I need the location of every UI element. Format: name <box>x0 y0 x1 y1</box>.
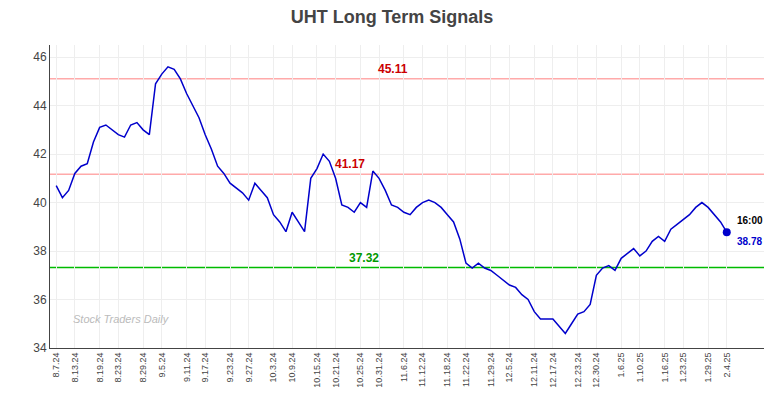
svg-text:12.30.24: 12.30.24 <box>591 353 601 388</box>
svg-text:8.23.24: 8.23.24 <box>113 353 123 383</box>
svg-text:10.21.24: 10.21.24 <box>331 353 341 388</box>
svg-text:10.9.24: 10.9.24 <box>287 353 297 383</box>
svg-text:UHT Long Term Signals: UHT Long Term Signals <box>291 7 494 27</box>
svg-text:1.10.25: 1.10.25 <box>635 353 645 383</box>
svg-text:1.29.25: 1.29.25 <box>703 353 713 383</box>
svg-text:16:00: 16:00 <box>737 215 763 226</box>
svg-text:8.13.24: 8.13.24 <box>70 353 80 383</box>
svg-text:8.7.24: 8.7.24 <box>51 353 61 378</box>
svg-text:9.23.24: 9.23.24 <box>225 353 235 383</box>
svg-text:10.3.24: 10.3.24 <box>268 353 278 383</box>
svg-text:Stock Traders Daily: Stock Traders Daily <box>73 313 170 325</box>
svg-text:11.6.24: 11.6.24 <box>399 353 409 382</box>
svg-text:36: 36 <box>33 293 47 307</box>
svg-text:44: 44 <box>33 99 47 113</box>
svg-text:42: 42 <box>33 147 47 161</box>
svg-text:8.29.24: 8.29.24 <box>138 353 148 383</box>
svg-text:9.11.24: 9.11.24 <box>182 353 192 382</box>
svg-text:10.15.24: 10.15.24 <box>312 353 322 388</box>
svg-text:8.19.24: 8.19.24 <box>95 353 105 383</box>
svg-text:34: 34 <box>33 341 47 355</box>
svg-text:9.5.24: 9.5.24 <box>157 353 167 378</box>
svg-text:10.25.24: 10.25.24 <box>355 353 365 388</box>
svg-text:12.5.24: 12.5.24 <box>504 353 514 383</box>
svg-text:11.29.24: 11.29.24 <box>486 353 496 387</box>
svg-text:1.16.25: 1.16.25 <box>660 353 670 383</box>
svg-text:11.12.24: 11.12.24 <box>417 353 427 387</box>
svg-text:40: 40 <box>33 196 47 210</box>
svg-text:1.23.25: 1.23.25 <box>678 353 688 383</box>
svg-text:11.18.24: 11.18.24 <box>442 353 452 387</box>
svg-text:38: 38 <box>33 244 47 258</box>
svg-text:46: 46 <box>33 50 47 64</box>
svg-text:38.78: 38.78 <box>737 236 762 247</box>
svg-text:1.6.25: 1.6.25 <box>616 353 626 378</box>
svg-text:9.17.24: 9.17.24 <box>200 353 210 383</box>
svg-text:37.32: 37.32 <box>349 251 379 265</box>
svg-text:10.31.24: 10.31.24 <box>374 353 384 388</box>
svg-text:12.23.24: 12.23.24 <box>573 353 583 388</box>
svg-text:2.4.25: 2.4.25 <box>722 353 732 378</box>
svg-text:41.17: 41.17 <box>335 157 365 171</box>
svg-text:12.11.24: 12.11.24 <box>529 353 539 387</box>
svg-text:45.11: 45.11 <box>378 62 408 76</box>
svg-text:9.27.24: 9.27.24 <box>244 353 254 383</box>
svg-text:11.22.24: 11.22.24 <box>461 353 471 387</box>
svg-text:12.17.24: 12.17.24 <box>548 353 558 388</box>
